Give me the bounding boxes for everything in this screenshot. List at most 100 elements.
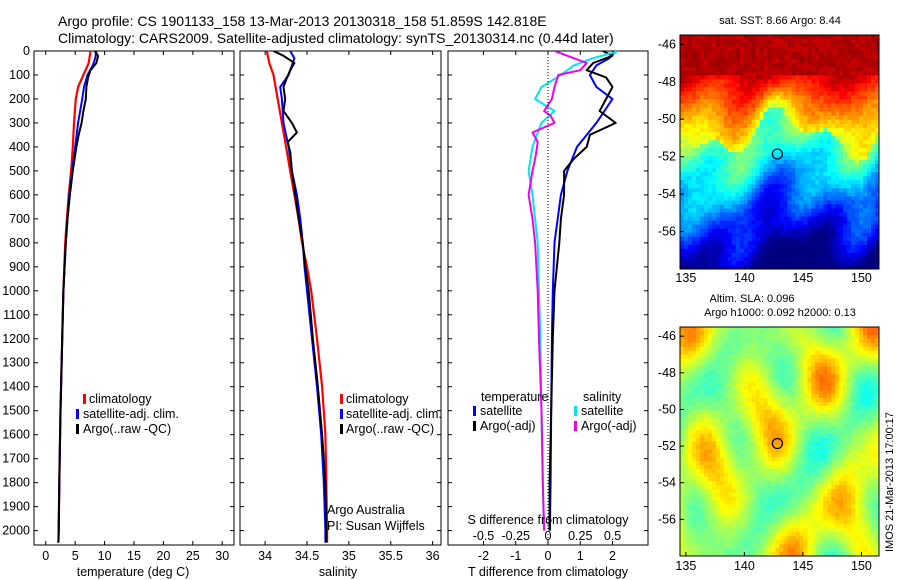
map-cell <box>763 362 768 367</box>
map-cell <box>779 378 784 383</box>
map-cell <box>863 382 868 387</box>
map-cell <box>863 327 868 332</box>
map-cell <box>723 236 729 242</box>
map-cell <box>847 71 852 76</box>
map-cell <box>775 228 780 234</box>
map-cell <box>783 417 788 423</box>
map-cell <box>727 91 733 96</box>
map-cell <box>763 405 768 411</box>
map-cell <box>747 91 753 96</box>
map-cell <box>807 445 812 450</box>
map-cell <box>739 83 745 88</box>
map-cell <box>699 176 705 181</box>
map-cell <box>683 453 689 458</box>
map-cell <box>871 433 876 438</box>
map-cell <box>743 43 749 48</box>
map-cell <box>859 358 864 363</box>
map-cell <box>751 135 757 141</box>
x-tick-label: 0.25 <box>568 529 592 543</box>
map-cell <box>743 346 749 352</box>
map-cell <box>871 334 876 340</box>
map-cell <box>683 115 689 121</box>
map-cell <box>727 264 733 270</box>
map-cell <box>691 417 697 423</box>
map-cell <box>755 55 760 60</box>
map-cell <box>819 51 824 56</box>
map-cell <box>819 204 824 209</box>
map-cell <box>811 236 816 242</box>
map-cell <box>859 370 864 375</box>
map-cell <box>755 216 760 221</box>
map-cell <box>847 67 852 72</box>
map-cell <box>823 107 828 113</box>
map-cell <box>823 79 828 84</box>
map-cell <box>771 192 776 197</box>
map-cell <box>799 147 804 153</box>
map-cell <box>875 168 880 173</box>
map-cell <box>847 264 852 270</box>
map-cell <box>683 358 689 363</box>
map-cell <box>847 103 852 109</box>
map-cell <box>819 346 824 352</box>
map-cell <box>703 240 709 246</box>
map-cell <box>855 445 860 450</box>
map-cell <box>739 417 745 423</box>
map-cell <box>799 160 804 165</box>
map-cell <box>695 413 701 419</box>
map-cell <box>743 453 749 458</box>
map-cell <box>871 264 876 270</box>
map-cell <box>795 119 800 125</box>
map-cell <box>787 346 792 352</box>
map-cell <box>695 147 701 153</box>
map-cell <box>779 469 784 474</box>
map-cell <box>871 123 876 129</box>
map-cell <box>855 115 860 121</box>
map-cell <box>767 354 772 359</box>
map-cell <box>867 83 872 88</box>
map-cell <box>871 342 876 348</box>
map-cell <box>759 143 764 149</box>
map-cell <box>759 236 764 242</box>
map-cell <box>851 160 856 165</box>
map-cell <box>703 461 709 466</box>
map-cell <box>867 366 872 371</box>
map-cell <box>855 180 860 185</box>
map-cell <box>751 51 757 56</box>
map-cell <box>767 168 772 173</box>
map-cell <box>751 264 757 270</box>
map-cell <box>719 402 725 407</box>
map-cell <box>747 409 753 415</box>
map-cell <box>811 248 816 254</box>
map-cell <box>815 354 820 359</box>
map-cell <box>863 398 868 403</box>
map-cell <box>831 99 836 104</box>
map-cell <box>823 131 828 137</box>
map-cell <box>831 252 836 258</box>
map-cell <box>731 342 737 348</box>
map-cell <box>751 79 757 84</box>
map-cell <box>835 461 840 466</box>
map-cell <box>807 461 812 466</box>
map-cell <box>711 79 717 84</box>
map-cell <box>835 192 840 197</box>
map-cell <box>703 131 709 137</box>
map-cell <box>827 378 832 383</box>
map-cell <box>755 204 760 209</box>
map-cell <box>731 147 737 153</box>
map-cell <box>691 374 697 379</box>
map-cell <box>803 334 808 340</box>
map-cell <box>723 362 729 367</box>
map-cell <box>739 378 745 383</box>
map-cell <box>859 405 864 411</box>
map-cell <box>759 342 764 348</box>
map-cell <box>851 43 856 48</box>
map-cell <box>855 260 860 266</box>
map-cell <box>699 429 705 435</box>
map-cell <box>851 220 856 226</box>
map-cell <box>779 232 784 238</box>
map-cell <box>691 172 697 177</box>
map-cell <box>759 260 764 266</box>
map-cell <box>715 91 721 96</box>
map-cell <box>871 362 876 367</box>
map-cell <box>815 67 820 72</box>
